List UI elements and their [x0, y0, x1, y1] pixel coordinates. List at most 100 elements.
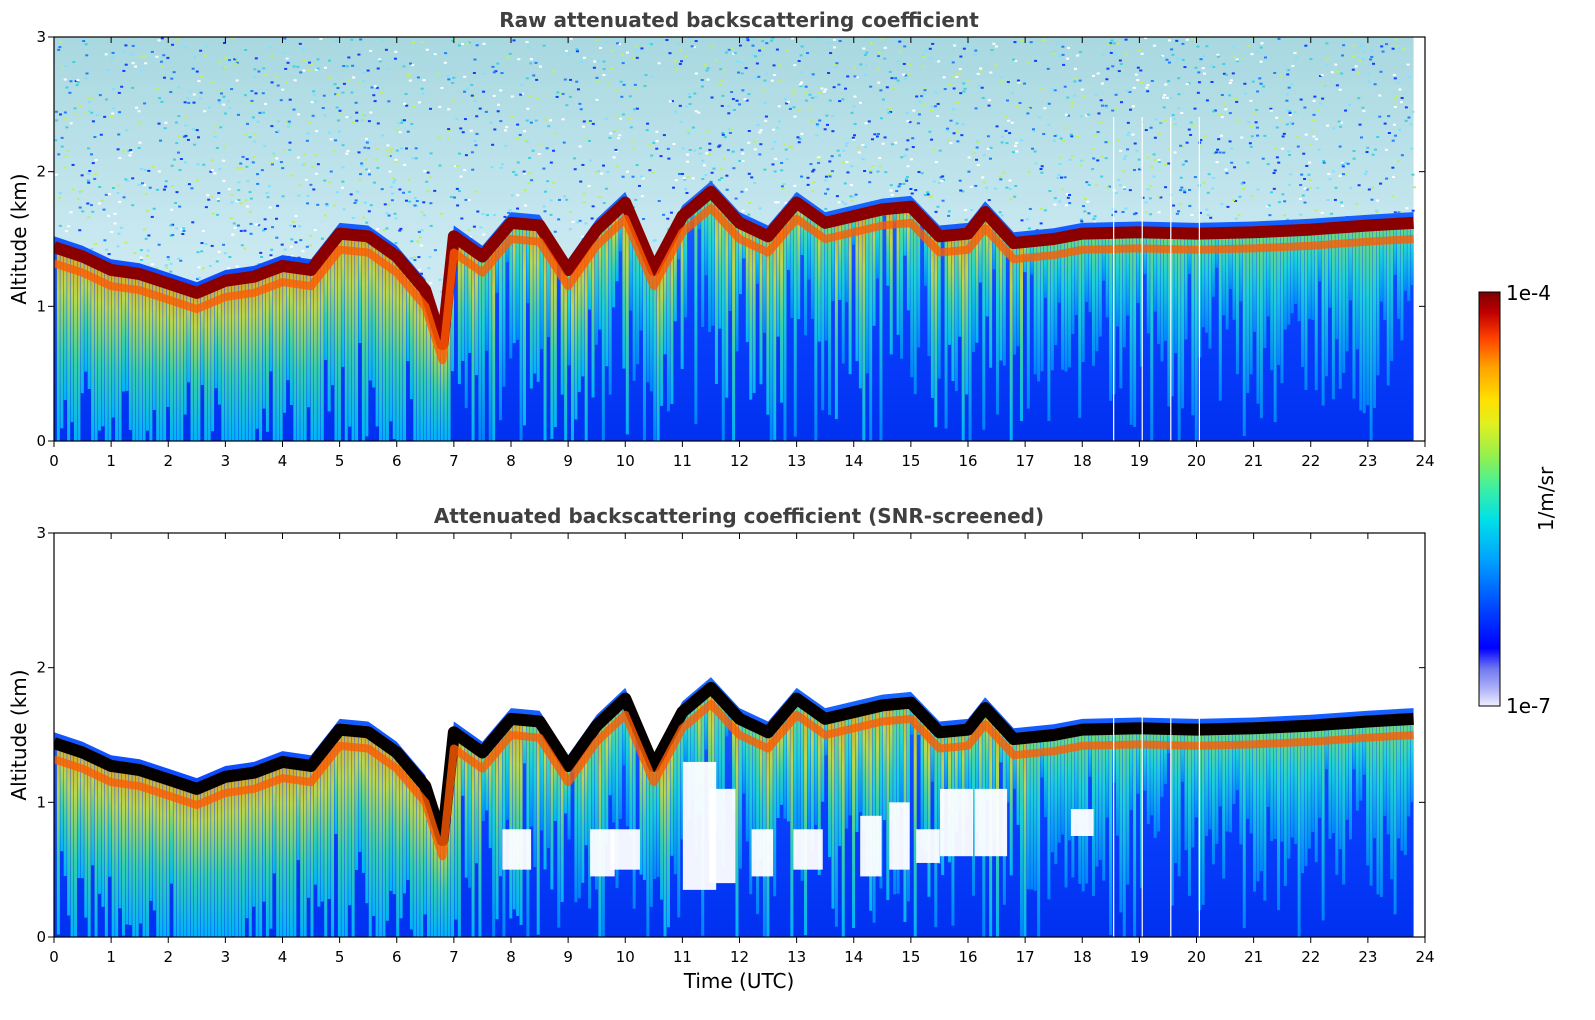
noise-dot	[1111, 214, 1115, 217]
noise-dot	[230, 201, 234, 204]
noise-dot	[1157, 159, 1161, 162]
noise-dot	[382, 229, 386, 232]
noise-dot	[1341, 173, 1345, 176]
noise-dot	[75, 84, 79, 87]
noise-dot	[858, 101, 862, 104]
noise-dot	[1027, 227, 1031, 230]
noise-dot	[956, 101, 960, 104]
noise-dot	[447, 108, 451, 111]
noise-dot	[406, 75, 410, 78]
plume-streak	[639, 232, 643, 331]
noise-dot	[117, 91, 121, 94]
noise-dot	[334, 139, 338, 142]
noise-dot	[687, 132, 691, 135]
plume-streak	[403, 755, 407, 894]
noise-dot	[688, 96, 692, 99]
noise-dot	[438, 105, 442, 108]
plume-streak	[413, 271, 417, 441]
noise-dot	[854, 193, 858, 196]
noise-dot	[618, 134, 622, 137]
noise-dot	[292, 65, 296, 68]
noise-dot	[738, 103, 742, 106]
plume-streak	[893, 700, 897, 895]
x-tick-label: 24	[1415, 948, 1434, 966]
noise-dot	[104, 98, 108, 101]
noise-dot	[292, 225, 296, 228]
noise-dot	[582, 120, 586, 123]
noise-dot	[731, 150, 735, 153]
x-tick-label: 20	[1187, 452, 1206, 470]
noise-dot	[776, 201, 780, 204]
plume-streak	[121, 763, 125, 936]
noise-dot	[76, 79, 80, 82]
plume-streak	[1215, 725, 1219, 844]
noise-dot	[169, 262, 173, 265]
noise-dot	[1252, 112, 1256, 115]
noise-dot	[655, 147, 659, 150]
noise-dot	[659, 155, 663, 158]
plume-streak	[461, 237, 465, 361]
noise-dot	[1228, 94, 1232, 97]
noise-dot	[387, 100, 391, 103]
noise-dot	[1222, 151, 1226, 154]
x-tick-label: 4	[278, 948, 288, 966]
plume-streak	[464, 735, 468, 878]
noise-dot	[64, 230, 68, 233]
plume-streak	[783, 214, 787, 441]
noise-dot	[402, 191, 406, 194]
noise-dot	[1180, 186, 1184, 189]
noise-dot	[832, 38, 836, 41]
noise-dot	[72, 60, 76, 63]
plume-streak	[848, 213, 852, 375]
noise-dot	[595, 76, 599, 79]
noise-dot	[605, 42, 609, 45]
plume-streak	[1033, 732, 1037, 891]
noise-dot	[1126, 89, 1130, 92]
noise-dot	[1348, 103, 1352, 106]
plume-streak	[351, 230, 355, 441]
noise-dot	[385, 148, 389, 151]
noise-dot	[523, 172, 527, 175]
noise-dot	[411, 157, 415, 160]
plume-streak	[447, 291, 451, 441]
noise-dot	[1071, 155, 1075, 158]
noise-dot	[347, 56, 351, 59]
noise-dot	[404, 199, 408, 202]
plume-streak	[1091, 229, 1095, 366]
plume-streak	[814, 707, 818, 825]
noise-dot	[207, 198, 211, 201]
noise-dot	[1079, 164, 1083, 167]
noise-dot	[223, 56, 227, 59]
noise-dot	[235, 200, 239, 203]
plume-streak	[1345, 719, 1349, 820]
noise-dot	[1400, 96, 1404, 99]
plume-streak	[1095, 725, 1099, 867]
noise-dot	[1323, 84, 1327, 87]
plume-streak	[1146, 724, 1150, 825]
noise-dot	[1145, 86, 1149, 89]
noise-dot	[290, 245, 294, 248]
noise-dot	[906, 120, 910, 123]
plume-streak	[1153, 228, 1157, 312]
noise-dot	[1270, 191, 1274, 194]
noise-dot	[222, 159, 226, 162]
plume-streak	[900, 699, 904, 808]
plume-streak	[1242, 724, 1246, 929]
noise-dot	[1039, 207, 1043, 210]
plume-streak	[1098, 229, 1102, 337]
noise-dot	[881, 142, 885, 145]
plume-streak	[1043, 235, 1047, 298]
noise-dot	[591, 205, 595, 208]
noise-dot	[1173, 151, 1177, 154]
noise-dot	[420, 229, 424, 232]
noise-dot	[1266, 205, 1270, 208]
noise-dot	[905, 148, 909, 151]
plume-streak	[714, 192, 718, 384]
noise-dot	[1224, 168, 1228, 171]
plume-streak	[392, 249, 396, 440]
noise-dot	[229, 217, 233, 220]
noise-dot	[124, 241, 128, 244]
noise-dot	[393, 212, 397, 215]
noise-dot	[962, 82, 966, 85]
